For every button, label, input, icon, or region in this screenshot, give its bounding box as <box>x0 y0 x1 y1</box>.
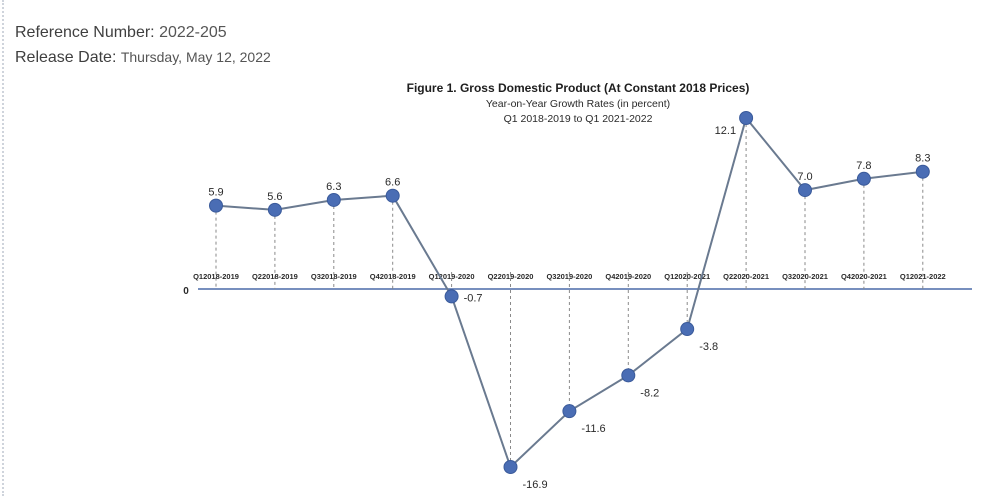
category-label: Q22019-2020 <box>488 272 534 281</box>
data-point <box>915 164 930 179</box>
data-points <box>209 111 930 474</box>
value-label: 6.3 <box>326 181 341 193</box>
value-label: 12.1 <box>715 125 736 137</box>
data-point <box>856 171 871 186</box>
value-label: -11.6 <box>581 423 605 435</box>
data-point <box>739 111 754 125</box>
category-label: Q12018-2019 <box>193 272 239 281</box>
reference-number-label: Reference Number: <box>15 24 155 41</box>
category-label: Q12020-2021 <box>664 272 710 281</box>
value-label: -0.7 <box>464 292 483 304</box>
chart-subtitle: Year-on-Year Growth Rates (in percent) <box>486 98 670 110</box>
value-label: -3.8 <box>699 341 718 353</box>
category-label: Q42020-2021 <box>841 272 887 281</box>
category-label: Q32020-2021 <box>782 272 828 281</box>
category-label: Q12019-2020 <box>429 272 475 281</box>
data-point <box>385 188 400 203</box>
chart-subtitle-range: Q1 2018-2019 to Q1 2021-2022 <box>504 113 653 125</box>
chart-title: Figure 1. Gross Domestic Product (At Con… <box>407 81 750 95</box>
zero-axis-label: 0 <box>183 286 189 297</box>
page-left-border <box>2 0 4 496</box>
data-point <box>621 368 636 383</box>
data-point <box>503 460 518 474</box>
value-label: 5.9 <box>208 187 223 199</box>
value-label: 7.8 <box>856 160 871 172</box>
value-label: 8.3 <box>915 153 930 165</box>
value-label: 5.6 <box>267 191 282 203</box>
release-date-line: Release Date: Thursday, May 12, 2022 <box>15 45 271 70</box>
data-point <box>798 183 812 198</box>
category-label: Q32018-2019 <box>311 272 357 281</box>
release-date-value: Thursday, May 12, 2022 <box>120 49 271 65</box>
category-label: Q42018-2019 <box>370 272 416 281</box>
value-label: -16.9 <box>523 479 548 491</box>
category-label: Q22020-2021 <box>723 272 769 281</box>
value-label: 6.6 <box>385 177 400 189</box>
category-label: Q22018-2019 <box>252 272 298 281</box>
value-labels: 5.9 5.6 6.3 6.6 -0.7 -16.9 -11.6 -8.2 -3.8 12.1 7.… <box>208 125 930 491</box>
category-labels: Q12018-2019 Q22018-2019 Q32018-2019 Q42018-… <box>193 272 946 281</box>
data-point <box>267 202 282 217</box>
value-label: -8.2 <box>640 387 659 399</box>
data-point <box>444 289 459 304</box>
category-label: Q12021-2022 <box>900 272 946 281</box>
category-label: Q32019-2020 <box>546 272 592 281</box>
reference-number-value: 2022-205 <box>159 24 227 41</box>
data-point <box>326 192 341 207</box>
reference-number-line: Reference Number: 2022-205 <box>15 20 271 45</box>
release-meta: Reference Number: 2022-205 Release Date:… <box>15 20 271 70</box>
release-date-label: Release Date: <box>15 49 117 66</box>
data-point <box>680 322 695 337</box>
category-label: Q42019-2020 <box>605 272 651 281</box>
data-point <box>562 404 577 419</box>
data-point <box>209 198 223 213</box>
value-label: 7.0 <box>797 171 812 183</box>
